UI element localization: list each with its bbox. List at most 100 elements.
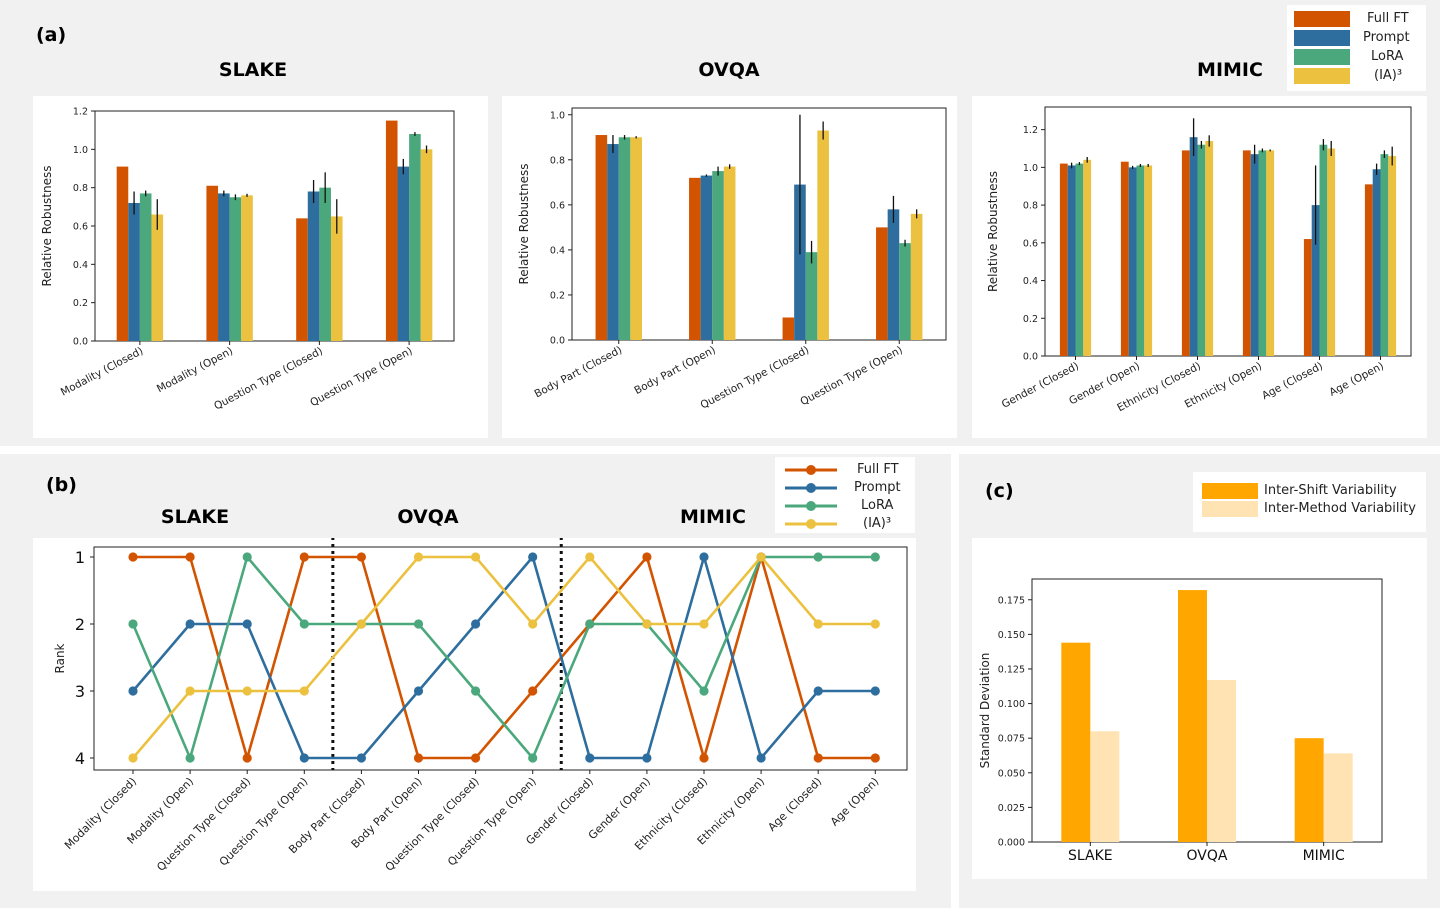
bar: [618, 137, 631, 340]
section-title-slake: SLAKE: [160, 506, 230, 528]
y-tick-label: 0.2: [1023, 314, 1038, 325]
bar: [1380, 154, 1389, 356]
y-axis-label: Rank: [53, 643, 67, 673]
panel-c-label: (c): [985, 480, 1014, 502]
legend-label: Inter-Shift Variability: [1264, 483, 1397, 498]
legend-item-prompt: Prompt: [1287, 29, 1426, 47]
data-point: [699, 686, 709, 696]
chart-title-slake: SLAKE: [218, 59, 288, 81]
y-axis-label: Relative Robustness: [517, 163, 531, 284]
data-point: [528, 619, 538, 629]
y-tick-label: 0.0: [1023, 352, 1038, 363]
chart-title-mimic: MIMIC: [1197, 59, 1263, 81]
bar: [1319, 144, 1328, 356]
y-tick-label: 1.0: [1023, 163, 1038, 174]
data-point: [699, 619, 709, 629]
y-tick-label: 0.0: [73, 337, 88, 348]
legend-item-ia3: (IA)³: [775, 515, 915, 533]
x-tick-label: Age (Closed): [765, 775, 824, 834]
panel-b-bg: [33, 538, 916, 891]
bar: [805, 252, 818, 340]
chart-ovqa: 0.0 0.2 0.4 0.6 0.8 1.0 Relative Robustness Bod…: [517, 107, 947, 412]
bar: [700, 175, 713, 340]
data-point: [528, 686, 538, 696]
y-tick-label: 0.4: [1023, 276, 1038, 287]
legend-item-inter-shift: Inter-Shift Variability: [1193, 482, 1426, 500]
y-tick-label: 3: [75, 682, 85, 701]
x-tick-label: Age (Open): [828, 775, 882, 829]
x-tick-label: Modality (Open): [155, 345, 235, 395]
bar: [116, 166, 129, 341]
bar: [1323, 753, 1353, 842]
bar: [1075, 163, 1084, 356]
legend-label: LoRA: [1371, 49, 1404, 64]
x-tick-label: MIMIC: [1303, 848, 1345, 864]
bar: [385, 120, 398, 341]
data-point: [413, 552, 424, 562]
data-point: [642, 753, 652, 763]
y-axis-label: Standard Deviation: [978, 653, 992, 769]
legend-label: Inter-Method Variability: [1264, 501, 1416, 516]
x-tick-label: Question Type (Closed): [383, 775, 482, 874]
data-point: [128, 619, 138, 629]
legend-swatch: [1294, 30, 1350, 46]
data-point: [756, 753, 766, 763]
section-title-ovqa: OVQA: [397, 506, 459, 528]
legend-label: Full FT: [857, 462, 899, 477]
x-tick-label: Modality (Closed): [59, 345, 145, 399]
bar: [1327, 148, 1336, 356]
legend-line-marker: [785, 465, 837, 475]
legend-label: (IA)³: [863, 516, 892, 531]
legend-panel-a: Full FT Prompt LoRA (IA)³: [1287, 5, 1426, 91]
bar: [296, 218, 308, 341]
bar: [910, 213, 923, 340]
bar: [1258, 150, 1267, 356]
bar: [712, 171, 724, 340]
data-point: [242, 686, 252, 696]
data-point: [642, 619, 652, 629]
data-point: [870, 552, 880, 562]
data-point: [471, 619, 481, 629]
bar: [1067, 165, 1076, 356]
legend-swatch: [1294, 68, 1350, 84]
data-point: [356, 753, 366, 763]
bar: [1128, 167, 1137, 356]
data-point: [585, 619, 595, 629]
separator-vertical: [951, 454, 959, 908]
panel-a-label: (a): [36, 24, 67, 46]
bar: [1090, 731, 1120, 842]
chart-title-ovqa: OVQA: [698, 59, 760, 81]
legend-panel-b: Full FT Prompt LoRA (IA)³: [775, 457, 915, 533]
bar: [1083, 159, 1092, 356]
data-point: [699, 753, 709, 763]
bar: [151, 214, 164, 341]
data-point: [299, 552, 309, 562]
data-point: [642, 552, 652, 562]
y-tick-label: 1: [75, 548, 85, 567]
y-tick-label: 0.6: [550, 200, 565, 211]
legend-item-lora: LoRA: [775, 497, 915, 515]
data-point: [299, 686, 309, 696]
legend-swatch: [1202, 501, 1258, 517]
plot-frame: [571, 107, 947, 341]
bar: [1303, 239, 1312, 356]
bar: [319, 187, 331, 341]
data-point: [585, 552, 595, 562]
x-tick-label: Age (Closed): [1260, 360, 1325, 402]
bar: [1061, 642, 1091, 842]
bar: [595, 135, 608, 340]
bar: [723, 166, 736, 340]
data-point: [471, 552, 481, 562]
bar: [409, 134, 421, 341]
bar: [139, 193, 152, 341]
chart-std: 0.000 0.025 0.050 0.075 0.100 0.125 0.150 0.175…: [978, 578, 1383, 864]
bar: [1266, 150, 1275, 356]
data-point: [128, 552, 138, 562]
bar: [1059, 163, 1068, 356]
bar: [1364, 184, 1373, 356]
x-tick-label: Age (Open): [1327, 360, 1386, 399]
y-axis-label: Relative Robustness: [986, 171, 1000, 292]
y-tick-label: 0.050: [998, 768, 1025, 779]
bar: [1136, 165, 1145, 356]
y-tick-label: 0.8: [1023, 201, 1038, 212]
